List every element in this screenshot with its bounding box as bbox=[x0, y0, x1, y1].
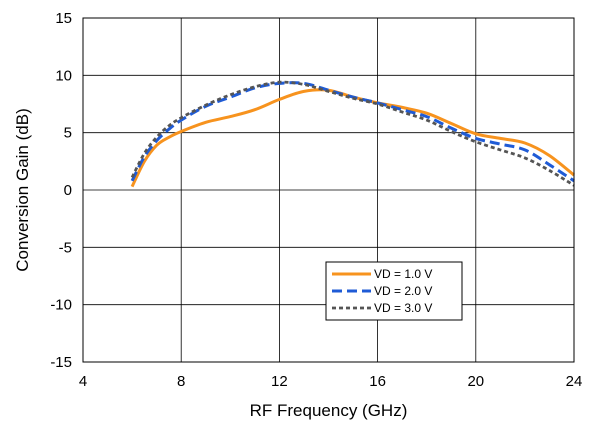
legend-label: VD = 2.0 V bbox=[374, 284, 432, 298]
x-tick-label: 8 bbox=[177, 373, 185, 390]
y-tick-label: -15 bbox=[50, 354, 72, 371]
gridlines bbox=[82, 17, 575, 363]
x-tick-label: 16 bbox=[369, 373, 386, 390]
y-tick-label: 15 bbox=[55, 10, 72, 27]
series-line-3 bbox=[130, 80, 575, 187]
y-tick-label: 0 bbox=[64, 182, 72, 199]
legend: VD = 1.0 V VD = 2.0 V VD = 3.0 V bbox=[325, 261, 463, 321]
x-tick-label: 4 bbox=[79, 373, 87, 390]
y-tick-label: -10 bbox=[50, 297, 72, 314]
legend-label: VD = 1.0 V bbox=[374, 267, 432, 281]
x-tick-label: 20 bbox=[467, 373, 484, 390]
y-axis-title: Conversion Gain (dB) bbox=[13, 108, 32, 271]
y-tick-label: 10 bbox=[55, 67, 72, 84]
x-tick-label: 12 bbox=[271, 373, 288, 390]
y-tick-label: -5 bbox=[59, 239, 72, 256]
plot-area-frame bbox=[82, 17, 575, 363]
series-line-2 bbox=[130, 81, 575, 183]
legend-label: VD = 3.0 V bbox=[374, 301, 432, 315]
x-tick-label: 24 bbox=[566, 373, 583, 390]
series-lines bbox=[130, 80, 575, 188]
tick-labels: 4 8 12 16 20 24 15 10 5 0 -5 -10 -15 bbox=[50, 10, 582, 390]
x-axis-title: RF Frequency (GHz) bbox=[250, 401, 408, 420]
y-tick-label: 5 bbox=[64, 125, 72, 142]
